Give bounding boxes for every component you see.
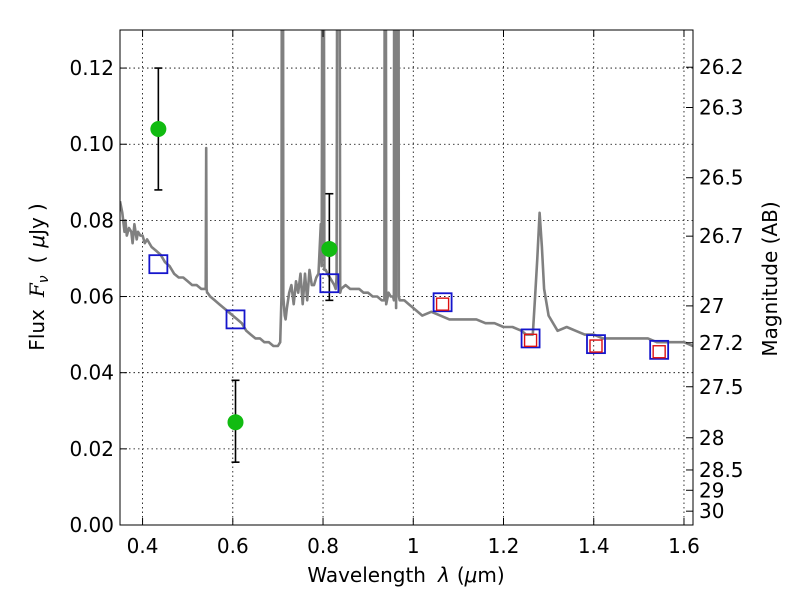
model-broadband-square (586, 334, 606, 355)
model-spectrum-line (120, 30, 693, 348)
x-axis-label: Wavelength λ (μm) (307, 563, 504, 587)
magnitude-tick-label: 26.5 (699, 166, 744, 190)
x-tick-label: 0.8 (307, 534, 339, 558)
observed-flux-points (150, 121, 338, 431)
y-tick-label: 0.08 (69, 208, 114, 232)
model-broadband-square (649, 339, 670, 360)
magnitude-tick-label: 26.3 (699, 95, 744, 119)
x-tick-label: 1 (407, 534, 420, 558)
x-tick-label: 1.2 (488, 534, 520, 558)
magnitude-axis-label: Magnitude (AB) (758, 201, 782, 356)
magnitude-tick-label: 27.5 (699, 375, 744, 399)
magnitude-tick-label: 27.2 (699, 331, 744, 355)
observed-error-bars (154, 67, 334, 463)
model-nir-square (652, 345, 666, 359)
magnitude-tick-label: 27 (699, 294, 724, 318)
model-broadband-square (520, 328, 541, 349)
model-nir-square (589, 339, 603, 353)
magnitude-tick-label: 29 (699, 478, 724, 502)
magnitude-tick-label: 26.7 (699, 224, 744, 248)
model-nir-square (435, 297, 450, 311)
observed-point (150, 121, 167, 137)
model-broadband-square (225, 309, 246, 330)
model-nir-squares (435, 297, 666, 359)
magnitude-tick-label: 28.5 (699, 458, 744, 482)
x-tick-label: 1.6 (668, 534, 700, 558)
y-tick-label: 0.04 (69, 361, 114, 385)
y-axis-ticks: 0.00 0.02 0.04 0.06 0.08 0.10 0.12 (69, 56, 127, 537)
y-tick-label: 0.00 (69, 513, 114, 537)
magnitude-tick-label: 26.2 (699, 55, 744, 79)
model-broadband-square (148, 254, 169, 275)
magnitude-tick-label: 30 (699, 499, 724, 523)
y-tick-label: 0.12 (69, 56, 114, 80)
x-tick-label: 1.4 (578, 534, 610, 558)
magnitude-tick-label: 28 (699, 426, 724, 450)
y-tick-label: 0.02 (69, 437, 114, 461)
y-tick-label: 0.10 (69, 132, 114, 156)
model-broadband-square (432, 292, 453, 313)
y-tick-label: 0.06 (69, 285, 114, 309)
observed-point (227, 414, 244, 431)
x-tick-label: 0.6 (217, 534, 249, 558)
model-nir-square (523, 333, 538, 348)
model-broadband-squares (148, 254, 670, 360)
observed-point (321, 240, 338, 257)
y-axis-label: FluxFν(μJy) (25, 203, 52, 350)
plot-frame (119, 29, 694, 526)
x-axis-ticks: 0.4 0.6 0.8 1 1.2 1.4 1.6 (127, 30, 700, 558)
model-broadband-square (319, 273, 340, 294)
x-tick-label: 0.4 (127, 534, 159, 558)
